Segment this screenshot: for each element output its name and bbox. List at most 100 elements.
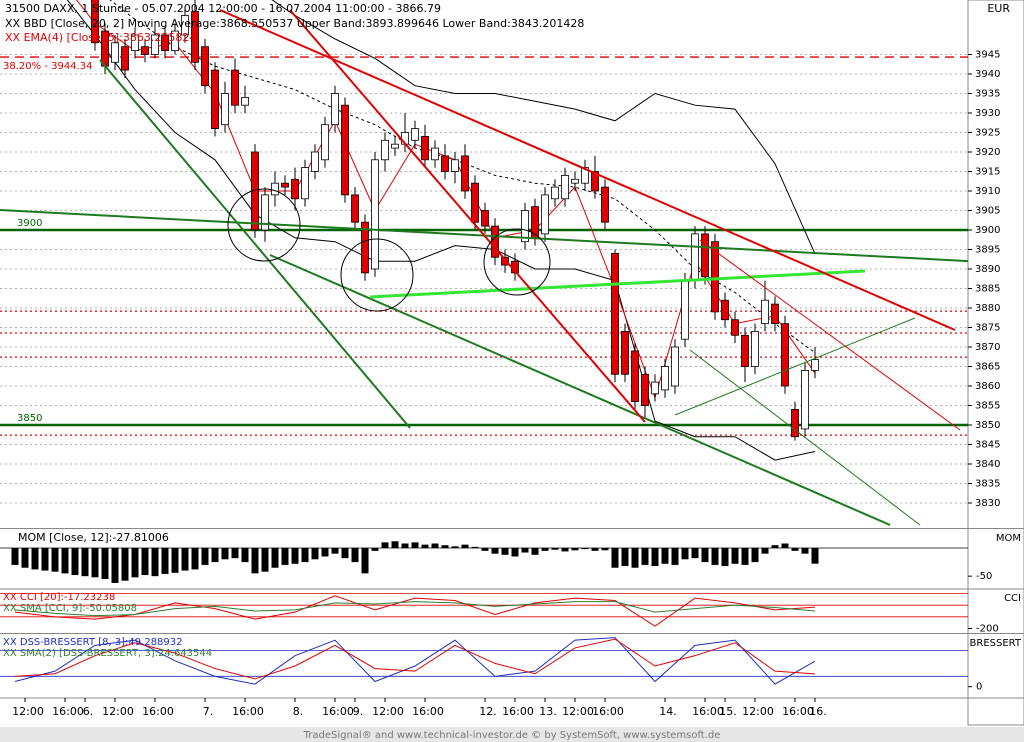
bar — [391, 541, 399, 549]
bar — [91, 548, 99, 578]
trendline — [289, 9, 646, 423]
x-tick-label: 16:00 — [412, 705, 444, 718]
trendline — [0, 209, 968, 263]
bar — [261, 548, 269, 572]
candle-body — [131, 34, 139, 51]
bar — [761, 548, 769, 554]
x-tick-label: 8. — [293, 705, 304, 718]
legend-entry: XX EMA(4) [Close, 5]:3863.255824 — [5, 31, 196, 44]
value-axis-area — [967, 0, 1024, 726]
bar — [331, 548, 339, 554]
y-tick-label: 3855 — [975, 401, 1000, 412]
candle-body — [221, 93, 229, 126]
bar — [481, 548, 489, 551]
candle-body — [421, 135, 429, 161]
y-tick-label: -200 — [976, 624, 999, 635]
candle-body — [301, 167, 309, 200]
bar — [211, 548, 219, 563]
bar — [731, 548, 739, 564]
bar — [291, 548, 299, 564]
y-tick-label: 3925 — [975, 127, 1000, 138]
bar — [271, 548, 279, 568]
trendline — [99, 59, 411, 429]
bar — [131, 548, 139, 578]
candle-body — [91, 0, 99, 44]
bar — [451, 546, 459, 549]
bar — [421, 544, 429, 549]
candle-body — [431, 147, 439, 161]
price-panel — [0, 0, 968, 504]
y-tick-label: 3900 — [975, 225, 1000, 236]
y-tick-label: 3930 — [975, 108, 1000, 119]
bar — [221, 548, 229, 560]
candle-body — [581, 167, 589, 184]
chart-title: 31500 DAXX, 1 Stunde - 05.07.2004 12:00:… — [5, 2, 441, 15]
candle-body — [161, 34, 169, 51]
x-tick-label: 6. — [83, 705, 94, 718]
bar — [781, 543, 789, 549]
candle-body — [441, 155, 449, 172]
candle-body — [351, 194, 359, 223]
bar — [371, 548, 379, 551]
x-tick-label: 12:00 — [742, 705, 774, 718]
bar — [581, 548, 589, 550]
indicator-line — [14, 595, 816, 627]
y-tick-label: 3845 — [975, 440, 1000, 451]
bar — [381, 542, 389, 549]
candle-body — [451, 159, 459, 172]
candle-body — [731, 319, 739, 336]
footer: TradeSignal® and www.technical-investor.… — [303, 730, 721, 741]
trendline — [219, 9, 956, 331]
trendline — [689, 349, 921, 526]
candle-body — [521, 210, 529, 243]
bar — [561, 548, 569, 552]
candle-body — [711, 241, 719, 313]
x-tick-label: 16:00 — [692, 705, 724, 718]
bar — [431, 543, 439, 549]
x-tick-label: 9. — [353, 705, 364, 718]
bar — [191, 548, 199, 570]
line-label: 3850 — [17, 413, 42, 424]
bar — [681, 548, 689, 560]
candle-body — [211, 69, 219, 129]
bar — [121, 548, 129, 581]
y-tick-label: 3920 — [975, 147, 1000, 158]
bar — [51, 548, 59, 572]
currency-label: EUR — [987, 2, 1010, 15]
bar — [101, 548, 109, 579]
bar — [461, 544, 469, 549]
trendlines — [0, 9, 968, 526]
x-tick-label: 16:00 — [142, 705, 174, 718]
trendline — [269, 254, 891, 526]
bar — [201, 548, 209, 565]
bar — [411, 542, 419, 549]
candle-body — [721, 299, 729, 321]
bar — [41, 548, 49, 571]
bar — [591, 548, 599, 551]
line-label: 3900 — [17, 218, 42, 229]
bar — [251, 548, 259, 574]
candle-body — [271, 182, 279, 196]
bar — [81, 548, 89, 577]
bar — [611, 548, 619, 568]
legend-entry: XX CCI [20]:-17.23238 — [3, 592, 115, 603]
candle-body — [231, 69, 239, 106]
x-tick-label: 12. — [479, 705, 497, 718]
y-tick-label: 0 — [976, 682, 982, 693]
candle-body — [321, 124, 329, 161]
bar — [571, 548, 579, 551]
candle-body — [761, 299, 769, 325]
x-tick-label: 15. — [719, 705, 737, 718]
y-tick-label: 3905 — [975, 205, 1000, 216]
bar — [71, 548, 79, 576]
candle-body — [241, 96, 249, 106]
candle-body — [591, 171, 599, 192]
bar — [741, 548, 749, 565]
bar — [651, 548, 659, 567]
bar — [711, 548, 719, 565]
bar — [801, 548, 809, 554]
line-label: 38.20% - 3944.34 — [3, 61, 92, 72]
candle-body — [811, 359, 819, 371]
trendline — [699, 239, 961, 431]
bar — [241, 548, 249, 563]
